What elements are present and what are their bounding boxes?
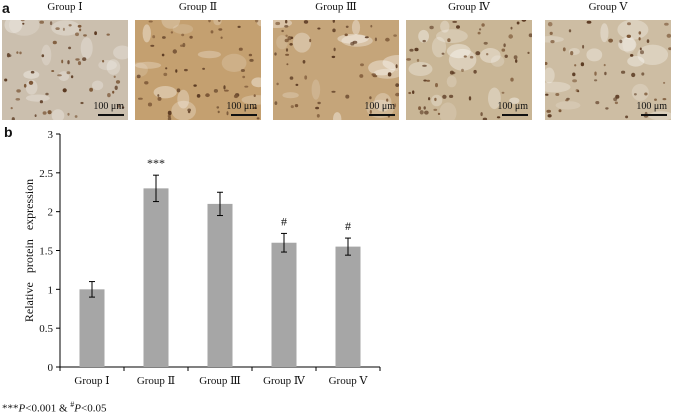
y-tick-label: 0 <box>48 362 54 374</box>
x-tick-label: Group Ⅳ <box>263 375 306 387</box>
tissue-texture <box>406 20 532 120</box>
footnote-hash: # <box>70 400 75 409</box>
significance-label: # <box>345 219 351 233</box>
footnote-threshold-1: <0.001 & <box>25 402 71 415</box>
scale-bar-label: 100 μm <box>497 101 528 112</box>
bar <box>79 289 105 367</box>
footnote-threshold-2: <0.05 <box>80 402 107 415</box>
scale-bar <box>641 114 667 116</box>
y-tick-label: 1 <box>48 284 54 296</box>
micrograph-4: 100 μm <box>406 20 532 120</box>
y-tick-label: 2.5 <box>39 168 53 180</box>
scale-bar <box>231 114 257 116</box>
scale-bar-label: 100 μm <box>226 101 257 112</box>
y-tick-label: 0.5 <box>39 323 53 335</box>
bar-chart: 0 0.5 1 1.5 2 2.5 3 Relative protein expression… <box>22 129 381 387</box>
y-tick-label: 1.5 <box>39 246 53 258</box>
scale-bar-label: 100 μm <box>93 101 124 112</box>
tissue-texture <box>545 20 671 120</box>
bar <box>207 203 233 367</box>
y-tick-label: 3 <box>48 129 54 141</box>
micrograph-title-1: Group Ⅰ <box>47 1 83 13</box>
footnote: ***P<0.001 & #P<0.05 <box>2 400 106 415</box>
scale-bar <box>369 114 395 116</box>
x-tick-label: Group Ⅴ <box>329 375 369 387</box>
footnote-p1: P <box>18 402 26 415</box>
y-tick-label: 2 <box>48 207 54 219</box>
micrograph-title-5: Group Ⅴ <box>588 1 628 13</box>
tissue-texture <box>135 20 261 120</box>
x-tick-label: Group Ⅱ <box>137 375 175 387</box>
footnote-stars: *** <box>2 402 19 415</box>
panel-a-label: a <box>2 0 10 16</box>
micrograph-2: 100 μm <box>135 20 261 120</box>
scale-bar-label: 100 μm <box>636 101 667 112</box>
x-tick-label: Group Ⅰ <box>74 375 109 387</box>
micrograph-title-4: Group Ⅳ <box>448 1 490 13</box>
significance-label: *** <box>147 156 165 170</box>
micrograph-title-2: Group Ⅱ <box>178 1 218 13</box>
micrograph-1: 100 μm <box>2 20 128 120</box>
micrograph-3: 100 μm <box>273 20 399 120</box>
bar <box>143 188 169 367</box>
tissue-texture <box>273 20 399 120</box>
scale-bar <box>502 114 528 116</box>
panel-b-label: b <box>4 124 13 140</box>
footnote-p2: P <box>74 402 81 415</box>
bar <box>271 242 297 367</box>
micrograph-5: 100 μm <box>545 20 671 120</box>
micrograph-title-3: Group Ⅲ <box>315 1 357 13</box>
scale-bar-label: 100 μm <box>364 101 395 112</box>
tissue-texture <box>4 20 128 120</box>
x-tick-label: Group Ⅲ <box>199 375 240 387</box>
scale-bar <box>98 114 124 116</box>
significance-label: # <box>281 214 287 228</box>
bar <box>335 246 361 367</box>
y-axis-label: Relative protein expression <box>22 179 36 322</box>
